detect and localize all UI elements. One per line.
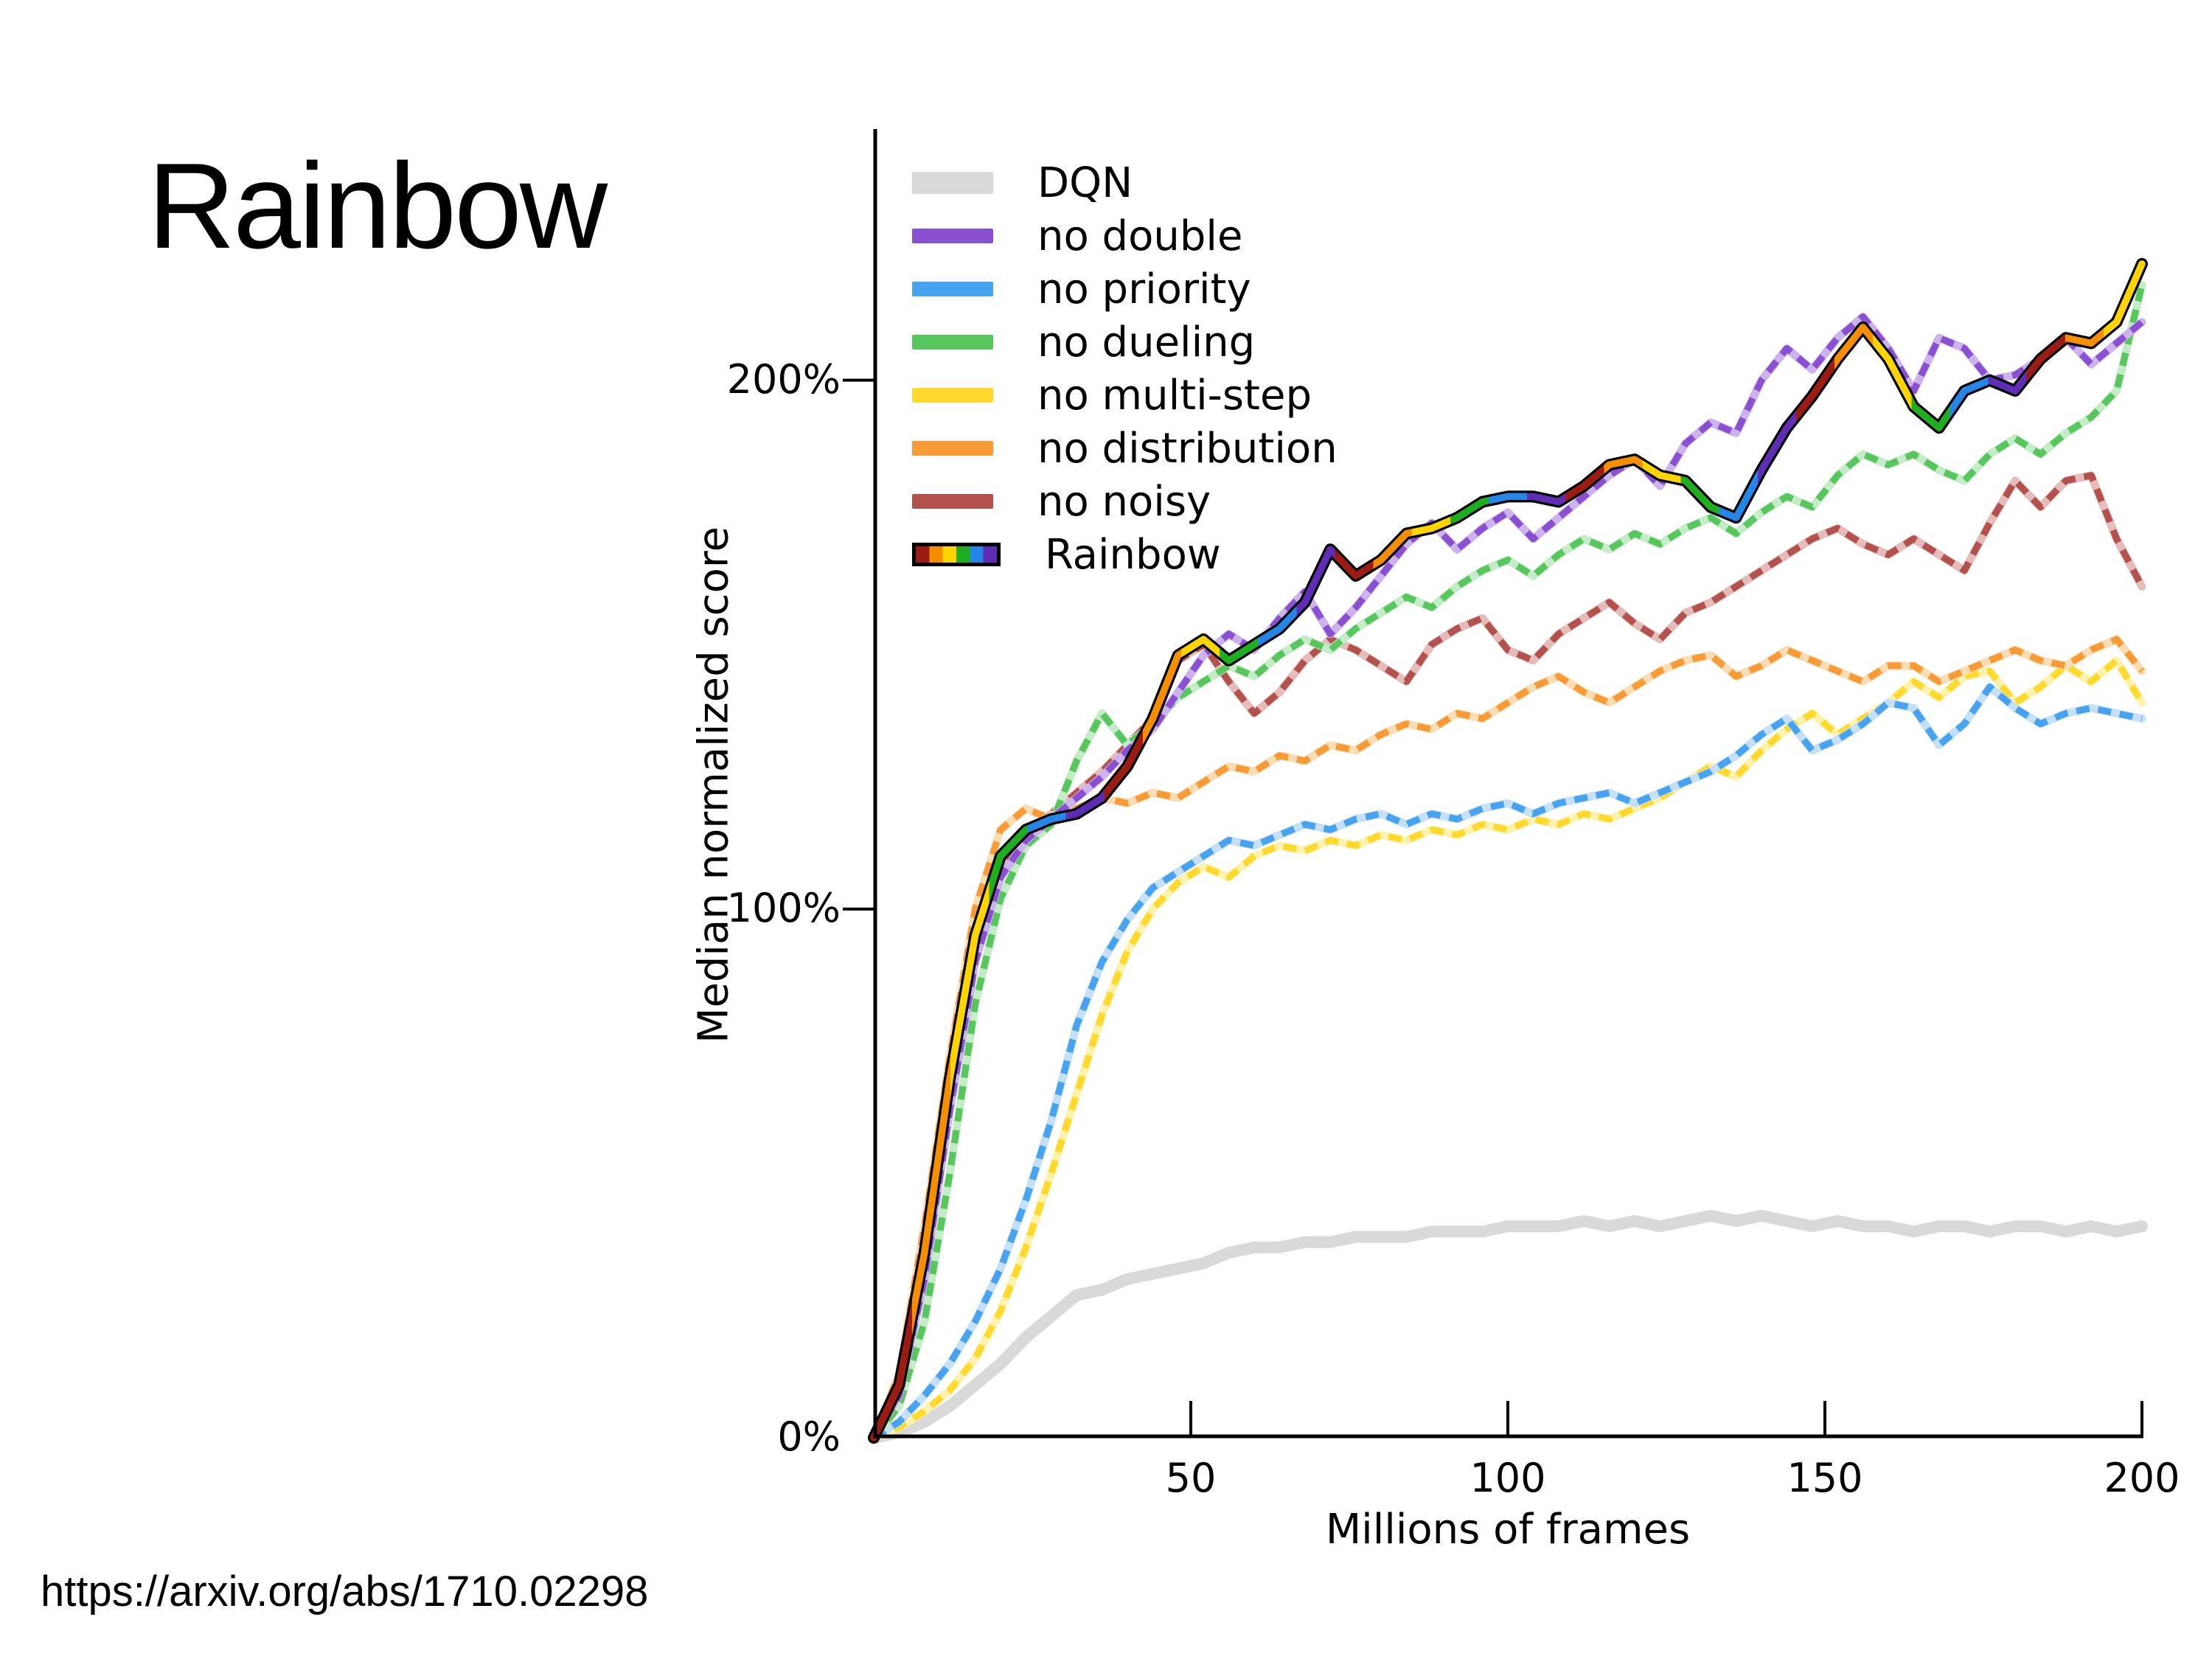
- chart-legend: DQN no double no priority no dueling no mult…: [912, 156, 1338, 581]
- source-url: https://arxiv.org/abs/1710.02298: [41, 1568, 649, 1615]
- series-line-no-double: [871, 313, 2144, 1440]
- x-tick-label: 50: [1165, 1455, 1217, 1501]
- legend-swatch: [912, 282, 993, 296]
- legend-swatch: [912, 172, 993, 194]
- legend-swatch: [912, 229, 993, 243]
- x-tick-label: 200: [2104, 1455, 2180, 1501]
- axes-spines: [873, 129, 2143, 1439]
- y-tick-label: 100%: [726, 884, 841, 931]
- legend-item-no-multi-step: no multi-step: [912, 369, 1338, 422]
- series-line-no-distribution: [870, 636, 2145, 1439]
- legend-item-no-dueling: no dueling: [912, 316, 1338, 369]
- series-line-no-priority: [872, 684, 2143, 1441]
- x-tick-label: 100: [1470, 1455, 1546, 1501]
- legend-label: Rainbow: [1045, 530, 1221, 579]
- legend-swatch: [912, 335, 993, 349]
- legend-item-rainbow: Rainbow: [912, 528, 1338, 581]
- legend-label: no priority: [1037, 265, 1251, 313]
- legend-swatch: [912, 494, 993, 509]
- legend-item-no-double: no double: [912, 209, 1338, 262]
- plot-svg: [843, 129, 2148, 1444]
- legend-label: no distribution: [1037, 424, 1338, 473]
- y-tick-label: 200%: [726, 355, 841, 403]
- legend-label: no dueling: [1037, 318, 1256, 366]
- y-tick-label: 0%: [777, 1413, 841, 1460]
- series-line-no-multi-step-halo: [869, 656, 2146, 1442]
- series-line-no-dueling: [871, 284, 2146, 1440]
- legend-item-dqn: DQN: [912, 156, 1338, 209]
- legend-swatch: [912, 441, 993, 456]
- y-axis-label: Median normalized score: [689, 526, 738, 1043]
- legend-label: DQN: [1037, 159, 1133, 207]
- series-line-dqn: [868, 1209, 2148, 1444]
- series-line-rainbow: [870, 260, 2146, 1441]
- legend-label: no noisy: [1037, 477, 1211, 526]
- legend-item-no-distribution: no distribution: [912, 422, 1338, 475]
- series-line-no-noisy: [871, 472, 2145, 1440]
- legend-label: no multi-step: [1037, 371, 1312, 420]
- series-line-no-noisy-halo: [869, 471, 2146, 1442]
- legend-label: no double: [1037, 212, 1243, 260]
- legend-item-no-noisy: no noisy: [912, 475, 1338, 528]
- legend-swatch-rainbow: [912, 543, 1001, 566]
- x-tick-label: 150: [1787, 1455, 1863, 1501]
- series-line-no-multi-step: [872, 657, 2145, 1441]
- series-line-no-distribution-halo: [869, 635, 2146, 1442]
- legend-swatch: [912, 388, 993, 403]
- x-axis-label: Millions of frames: [1325, 1506, 1691, 1554]
- slide-title: Rainbow: [147, 138, 608, 274]
- legend-item-no-priority: no priority: [912, 262, 1338, 316]
